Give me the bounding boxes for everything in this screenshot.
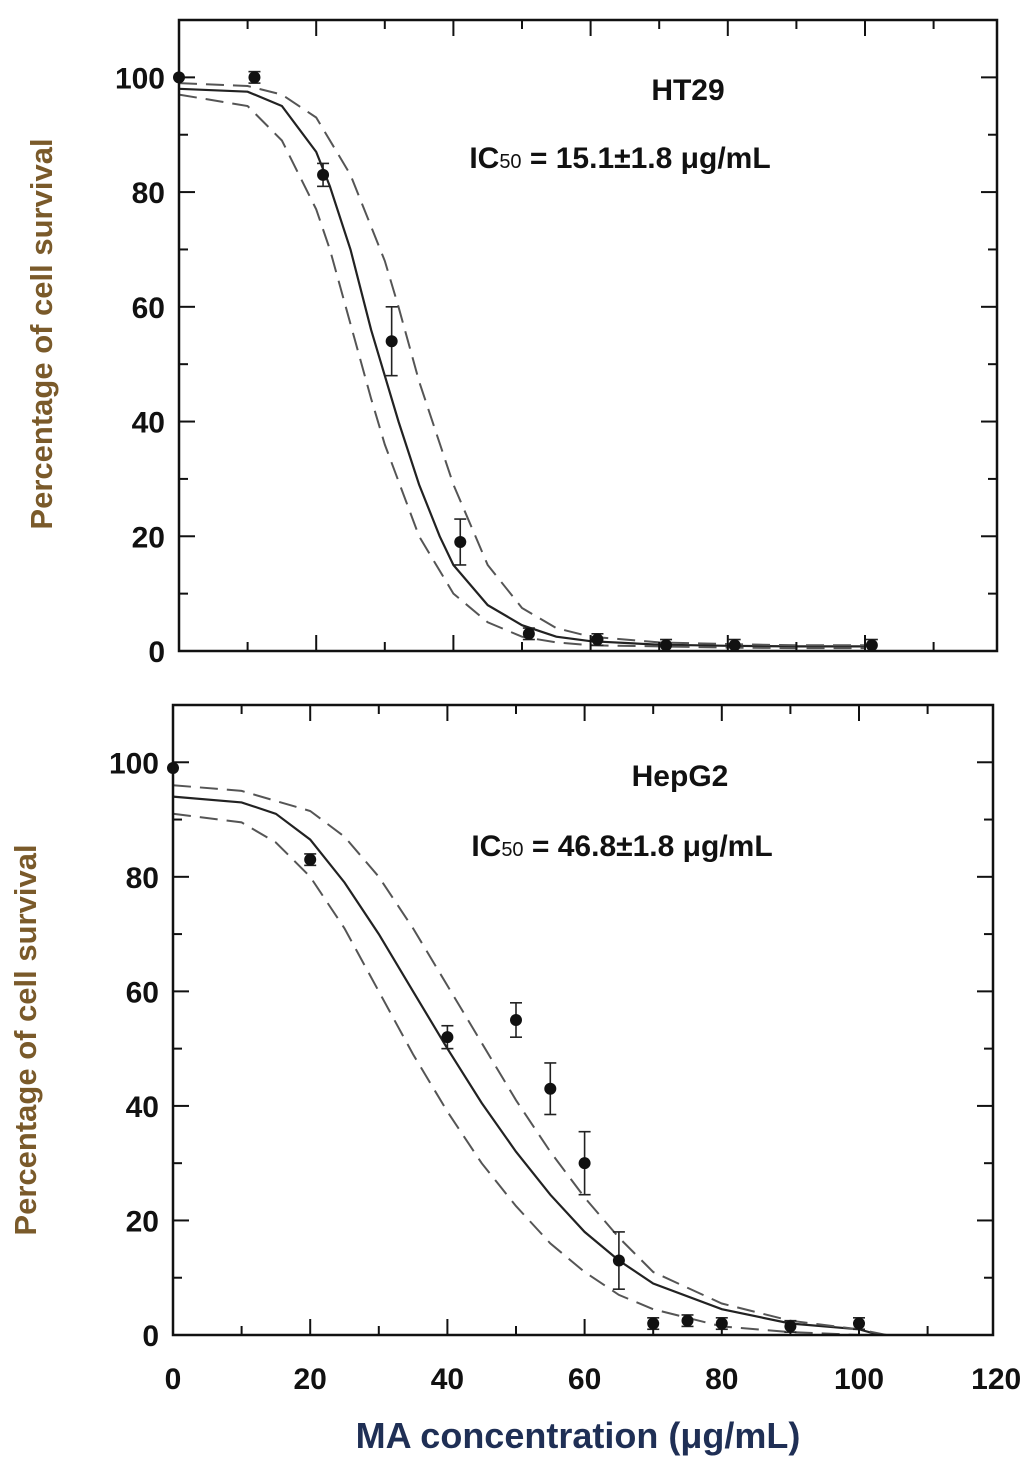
hepg2-x-axis-label: MA concentration (μg/mL) xyxy=(356,1415,801,1456)
hepg2-ic50-annotation: IC50 = 46.8±1.8 μg/mL xyxy=(471,830,772,863)
hepg2-data-point xyxy=(304,853,317,866)
ht29-y-tick-label: 0 xyxy=(148,636,165,669)
hepg2-x-tick-labels: 0 20 40 60 80 100 120 xyxy=(165,1363,1022,1396)
ht29-curves xyxy=(178,82,865,650)
ht29-y-tick-label: 100 xyxy=(115,62,165,95)
hepg2-x-tick-label: 60 xyxy=(568,1363,601,1396)
hepg2-x-tick-label: 40 xyxy=(431,1363,464,1396)
chart-panel-ht29: 0 20 40 60 80 100 Percentage of cell survival… xyxy=(24,18,999,669)
ht29-data-point xyxy=(591,633,604,646)
hepg2-fit-curve xyxy=(172,795,880,1337)
ht29-data-point xyxy=(728,639,741,652)
ht29-ic50-prefix: IC xyxy=(469,142,499,175)
ht29-upper-95-curve xyxy=(178,82,865,647)
hepg2-data-point xyxy=(578,1157,591,1170)
hepg2-y-tick-labels: 0 20 40 60 80 100 xyxy=(109,747,159,1353)
hepg2-data-point xyxy=(647,1317,660,1330)
hepg2-y-tick-label: 0 xyxy=(142,1320,159,1353)
ht29-ticks xyxy=(178,19,997,652)
ht29-y-tick-labels: 0 20 40 60 80 100 xyxy=(115,62,165,669)
ht29-ic50-value: = 15.1±1.8 μg/mL xyxy=(522,142,771,175)
hepg2-x-tick-label: 0 xyxy=(165,1363,182,1396)
hepg2-data-point xyxy=(612,1254,625,1267)
ht29-y-tick-label: 80 xyxy=(132,177,165,210)
ht29-data-point xyxy=(865,639,878,652)
hepg2-ticks xyxy=(172,704,993,1336)
hepg2-plot-frame xyxy=(171,703,995,1337)
hepg2-ic50-value: = 46.8±1.8 μg/mL xyxy=(524,830,773,863)
ht29-ic50-annotation: IC50 = 15.1±1.8 μg/mL xyxy=(469,142,770,175)
hepg2-y-tick-label: 80 xyxy=(126,862,159,895)
hepg2-lower-95-curve xyxy=(172,812,860,1336)
ht29-data-point xyxy=(660,639,673,652)
ht29-y-tick-label: 20 xyxy=(132,521,165,554)
hepg2-x-tick-label: 100 xyxy=(834,1363,884,1396)
hepg2-ic50-subscript: 50 xyxy=(501,839,523,861)
hepg2-y-tick-label: 100 xyxy=(109,747,159,780)
ht29-y-tick-label: 60 xyxy=(132,292,165,325)
hepg2-upper-95-curve xyxy=(172,784,887,1336)
hepg2-data-point xyxy=(441,1031,454,1044)
ht29-data-point xyxy=(317,168,330,181)
ht29-title: HT29 xyxy=(651,74,724,107)
hepg2-data-point xyxy=(544,1082,557,1095)
hepg2-x-tick-label: 80 xyxy=(705,1363,738,1396)
ht29-fit-curve xyxy=(178,87,865,648)
ht29-data-point xyxy=(454,536,467,549)
hepg2-x-tick-label: 120 xyxy=(971,1363,1021,1396)
hepg2-y-tick-label: 40 xyxy=(126,1091,159,1124)
hepg2-ic50-prefix: IC xyxy=(471,830,501,863)
hepg2-y-tick-label: 60 xyxy=(126,976,159,1009)
hepg2-y-tick-label: 20 xyxy=(126,1205,159,1238)
hepg2-x-tick-label: 20 xyxy=(294,1363,327,1396)
ht29-data-point xyxy=(522,627,535,640)
hepg2-data-point xyxy=(510,1014,522,1026)
hepg2-curves xyxy=(172,784,887,1337)
chart-panel-hepg2: 0 20 40 60 80 100 0 20 40 60 80 100 120 Percentage … xyxy=(8,703,1022,1456)
ht29-data-point xyxy=(248,71,261,84)
ht29-ic50-subscript: 50 xyxy=(499,151,521,173)
ht29-lower-95-curve xyxy=(178,93,865,650)
hepg2-title: HepG2 xyxy=(632,760,729,793)
hepg2-data-point xyxy=(681,1314,694,1327)
ht29-y-tick-label: 40 xyxy=(132,407,165,440)
ht29-data-point xyxy=(385,335,398,348)
ht29-y-axis-label: Percentage of cell survival xyxy=(24,138,59,529)
hepg2-y-axis-label: Percentage of cell survival xyxy=(8,844,43,1235)
ht29-plot-frame xyxy=(177,18,999,653)
